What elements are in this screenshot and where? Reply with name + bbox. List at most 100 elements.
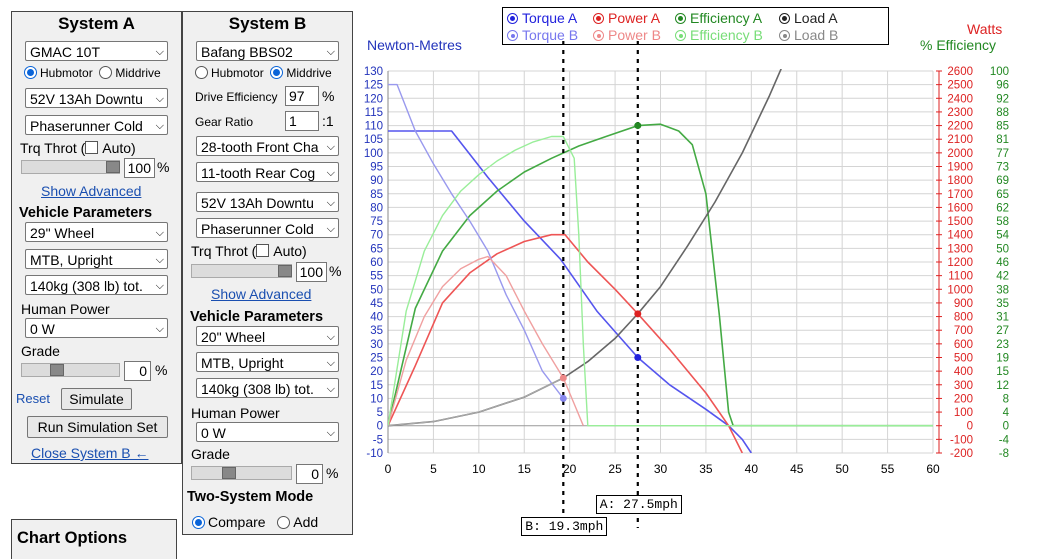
- controller-a-select[interactable]: Phaserunner Cold ⌵: [25, 115, 168, 135]
- cursor-speed-tag: A: 27.5mph: [595, 495, 682, 514]
- throttle-b-input[interactable]: 100: [296, 262, 327, 282]
- rear-cog-select[interactable]: 11-tooth Rear Cog ⌵: [196, 162, 339, 182]
- nm-tick-label: 45: [370, 298, 383, 310]
- throttle-a-slider[interactable]: [21, 160, 120, 174]
- grade-b-input[interactable]: 0: [296, 464, 323, 484]
- gear-ratio-unit: :1: [322, 113, 334, 129]
- reset-link[interactable]: Reset: [16, 391, 50, 406]
- gear-ratio-input[interactable]: 1: [285, 111, 319, 131]
- grade-a-label: Grade: [21, 343, 60, 359]
- efficiency-tick-label: 65: [996, 189, 1009, 201]
- compare-label: Compare: [208, 514, 266, 530]
- human-power-b-select[interactable]: 0 W ⌵: [196, 422, 339, 442]
- x-tick-label: 55: [881, 462, 895, 476]
- auto-b-checkbox[interactable]: [256, 244, 270, 257]
- show-advanced-a-link[interactable]: Show Advanced: [41, 183, 142, 199]
- nm-tick-label: 105: [364, 134, 383, 146]
- hubmotor-a-radio[interactable]: [24, 66, 37, 79]
- legend-torque-a[interactable]: Torque A: [507, 10, 577, 26]
- vehicle-params-b-heading: Vehicle Parameters: [190, 309, 324, 325]
- legend-dot-icon: [675, 13, 686, 24]
- legend-power-a[interactable]: Power A: [593, 10, 660, 26]
- series-line-load-a: [388, 69, 782, 427]
- battery-a-select[interactable]: 52V 13Ah Downtu ⌵: [25, 88, 168, 108]
- motor-b-select[interactable]: Bafang BBS02 ⌵: [196, 41, 339, 61]
- legend-dot-icon: [593, 30, 604, 41]
- x-tick-label: 40: [745, 462, 759, 476]
- watts-tick-label: 0: [967, 421, 973, 433]
- battery-b-select[interactable]: 52V 13Ah Downtu ⌵: [196, 192, 339, 212]
- legend-dot-icon: [507, 30, 518, 41]
- legend-efficiency-b[interactable]: Efficiency B: [675, 27, 763, 43]
- efficiency-tick-label: 12: [996, 380, 1009, 392]
- legend-power-b[interactable]: Power B: [593, 27, 661, 43]
- throttle-b-slider[interactable]: [191, 264, 292, 278]
- watts-tick-label: 2100: [947, 134, 973, 146]
- wheel-a-select[interactable]: 29" Wheel ⌵: [25, 222, 168, 242]
- legend-load-b[interactable]: Load B: [779, 27, 838, 43]
- slider-thumb[interactable]: [106, 161, 120, 173]
- chevron-down-icon: ⌵: [324, 423, 335, 441]
- series-line-power-a: [388, 233, 744, 453]
- middrive-a-label: Middrive: [115, 66, 161, 80]
- run-simulation-set-button[interactable]: Run Simulation Set: [27, 416, 168, 438]
- chevron-down-icon: ⌵: [153, 319, 164, 337]
- wheel-b-select[interactable]: 20" Wheel ⌵: [196, 326, 339, 346]
- auto-b-label: Auto): [273, 243, 307, 259]
- weight-b-select[interactable]: 140kg (308 lb) tot. ⌵: [196, 378, 339, 398]
- slider-thumb[interactable]: [222, 467, 236, 479]
- close-system-b-link[interactable]: Close System B ←: [31, 445, 149, 461]
- legend-dot-icon: [779, 30, 790, 41]
- nm-tick-label: 95: [370, 162, 383, 174]
- show-advanced-b-link[interactable]: Show Advanced: [211, 286, 312, 302]
- human-power-a-select[interactable]: 0 W ⌵: [25, 318, 168, 338]
- nm-tick-label: 25: [370, 353, 383, 365]
- simulate-button[interactable]: Simulate: [61, 388, 132, 410]
- efficiency-tick-label: -8: [999, 448, 1009, 460]
- watts-tick-label: 1800: [947, 175, 973, 187]
- middrive-b-radio[interactable]: [270, 66, 284, 79]
- nm-tick-label: 5: [377, 407, 383, 419]
- hubmotor-b-label: Hubmotor: [211, 66, 264, 80]
- nm-tick-label: 60: [370, 257, 383, 269]
- motor-a-select[interactable]: GMAC 10T ⌵: [25, 41, 168, 61]
- legend-label: Load A: [794, 10, 838, 26]
- drive-eff-input[interactable]: 97: [285, 86, 319, 106]
- weight-a-select[interactable]: 140kg (308 lb) tot. ⌵: [25, 275, 168, 295]
- grade-b-slider[interactable]: [191, 466, 292, 480]
- legend-efficiency-a[interactable]: Efficiency A: [675, 10, 762, 26]
- nm-tick-label: 80: [370, 202, 383, 214]
- watts-tick-label: 200: [954, 393, 973, 405]
- throttle-a-input[interactable]: 100: [124, 158, 155, 178]
- middrive-a-radio[interactable]: [99, 66, 113, 79]
- front-chainring-select[interactable]: 28-tooth Front Cha ⌵: [196, 136, 339, 156]
- auto-a-checkbox[interactable]: [85, 141, 99, 154]
- bike-type-a-select[interactable]: MTB, Upright ⌵: [25, 249, 168, 269]
- chevron-down-icon: ⌵: [324, 353, 335, 371]
- nm-tick-label: -10: [366, 448, 383, 460]
- add-radio[interactable]: [277, 516, 291, 529]
- watts-tick-label: 100: [954, 407, 973, 419]
- efficiency-axis-title: % Efficiency: [920, 37, 996, 53]
- efficiency-tick-label: 46: [996, 257, 1009, 269]
- bike-type-b-select[interactable]: MTB, Upright ⌵: [196, 352, 339, 372]
- grade-a-input[interactable]: 0: [124, 361, 151, 381]
- efficiency-tick-label: 15: [996, 366, 1009, 378]
- efficiency-tick-label: 31: [996, 312, 1009, 324]
- legend-torque-b[interactable]: Torque B: [507, 27, 578, 43]
- chart-legend: Torque A Power A Efficiency A Load A Tor…: [502, 7, 889, 45]
- legend-load-a[interactable]: Load A: [779, 10, 838, 26]
- hubmotor-b-radio[interactable]: [195, 66, 208, 79]
- controller-b-select[interactable]: Phaserunner Cold ⌵: [196, 218, 339, 238]
- series-marker: [634, 354, 642, 361]
- slider-thumb[interactable]: [278, 265, 292, 277]
- grade-a-slider[interactable]: [21, 363, 120, 377]
- throttle-a-row: Trq Throt ( Auto): [20, 140, 136, 156]
- chevron-down-icon: ⌵: [324, 327, 335, 345]
- legend-dot-icon: [779, 13, 790, 24]
- compare-radio[interactable]: [192, 516, 205, 529]
- motor-type-a-group: Hubmotor Middrive: [24, 66, 161, 80]
- x-tick-label: 35: [699, 462, 713, 476]
- efficiency-tick-label: 73: [996, 162, 1009, 174]
- slider-thumb[interactable]: [50, 364, 64, 376]
